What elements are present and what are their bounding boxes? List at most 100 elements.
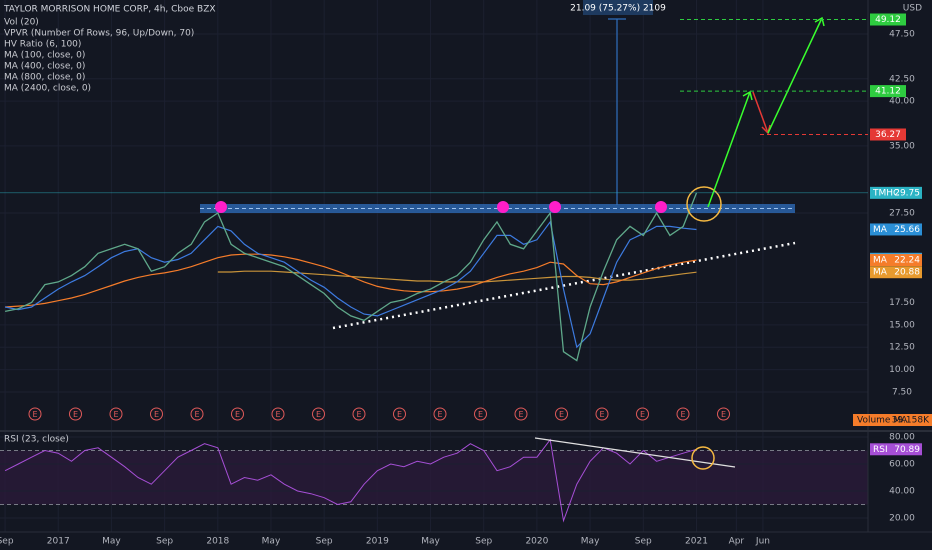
x-tick-label: 2018 bbox=[206, 537, 229, 547]
price-label-value: 22.24 bbox=[894, 256, 920, 266]
earnings-label: E bbox=[113, 410, 118, 419]
rsi-tick-label: 20.00 bbox=[889, 513, 915, 523]
price-label-box bbox=[870, 128, 906, 141]
price-label-value: 36.27 bbox=[875, 130, 901, 140]
earnings-marker bbox=[555, 407, 568, 421]
price-label-box bbox=[870, 186, 922, 199]
indicator: HV Ratio (6, 100) bbox=[4, 40, 81, 50]
x-tick-label: Apr bbox=[729, 537, 745, 547]
earnings-marker bbox=[352, 407, 366, 421]
earnings-label: E bbox=[235, 410, 240, 419]
earnings-marker bbox=[271, 407, 285, 421]
earnings-label: E bbox=[275, 410, 280, 419]
x-tick-label: Sep bbox=[0, 537, 14, 547]
earnings-marker bbox=[69, 407, 82, 421]
earnings-label: E bbox=[194, 410, 199, 419]
y-tick-label: 35.00 bbox=[889, 141, 915, 151]
rsi-tick-label: 60.00 bbox=[889, 459, 915, 469]
rsi-circle bbox=[691, 446, 715, 470]
support-line bbox=[332, 241, 796, 330]
touch-dot bbox=[549, 201, 561, 213]
price-label-box bbox=[870, 254, 922, 267]
earnings-marker bbox=[636, 407, 649, 421]
y-tick-label: 12.50 bbox=[889, 343, 915, 353]
earnings-marker bbox=[595, 407, 609, 421]
earnings-label: E bbox=[478, 410, 483, 419]
earnings-label: E bbox=[73, 410, 78, 419]
rsi-band bbox=[0, 450, 868, 505]
indicator: VPVR (Number Of Rows, 96, Up/Down, 70) bbox=[4, 29, 194, 39]
earnings-marker bbox=[433, 407, 447, 421]
volume-label-name: Volume MA bbox=[857, 416, 908, 426]
arrow-up bbox=[707, 91, 751, 208]
indicator: MA (2400, close, 0) bbox=[4, 84, 91, 94]
y-tick-label: 40.00 bbox=[889, 97, 915, 107]
legend: TAYLOR MORRISON HOME CORP, 4h, Cboe BZX … bbox=[3, 5, 216, 445]
price-label-value: 29.75 bbox=[894, 188, 920, 198]
rsi-line bbox=[4, 438, 697, 523]
earnings-label: E bbox=[437, 410, 442, 419]
x-tick-label: Sep bbox=[475, 537, 492, 547]
x-tick-label: 2019 bbox=[366, 537, 389, 547]
x-tick-label: 2021 bbox=[685, 537, 708, 547]
rsi-title: RSI (23, close) bbox=[4, 435, 69, 445]
earnings-label: E bbox=[680, 410, 685, 419]
x-tick-label: May bbox=[262, 537, 281, 547]
x-tick-label: May bbox=[421, 537, 440, 547]
touch-dot bbox=[497, 201, 509, 213]
x-tick-label: May bbox=[102, 537, 121, 547]
touch-dot bbox=[215, 201, 227, 213]
price-label-value: 41.12 bbox=[875, 87, 901, 97]
rsi-label-name: RSI bbox=[873, 445, 888, 455]
earnings-label: E bbox=[154, 410, 159, 419]
price-label-name: TMHC bbox=[872, 188, 899, 198]
touch-dot bbox=[655, 201, 667, 213]
arrow-down bbox=[752, 91, 769, 134]
price-label-box bbox=[870, 13, 906, 26]
price-label-value: 20.88 bbox=[894, 268, 920, 278]
x-tick-label: Sep bbox=[156, 537, 173, 547]
volume-label-value: 39.158K bbox=[892, 416, 930, 426]
arrow-up bbox=[767, 17, 823, 134]
ma-line bbox=[5, 253, 697, 308]
earnings-marker bbox=[676, 407, 690, 421]
earnings-marker bbox=[312, 407, 325, 421]
y-tick-label: 7.50 bbox=[892, 387, 912, 397]
earnings-marker bbox=[150, 407, 163, 421]
y-tick-label: 47.50 bbox=[889, 30, 915, 40]
arrow-head bbox=[814, 16, 825, 27]
y-tick-label: 42.50 bbox=[889, 74, 915, 84]
price-label-name: MA bbox=[873, 256, 888, 266]
earnings-marker bbox=[393, 407, 406, 421]
earnings-label: E bbox=[356, 410, 361, 419]
rsi-tick-label: 80.00 bbox=[889, 432, 915, 442]
earnings-label: E bbox=[640, 410, 645, 419]
earnings-label: E bbox=[397, 410, 402, 419]
volume-label-box bbox=[853, 414, 932, 426]
price-label-name: MA bbox=[873, 225, 888, 235]
x-tick-label: Jun bbox=[755, 537, 770, 547]
rsi-label-value: 70.89 bbox=[894, 445, 920, 455]
earnings-label: E bbox=[316, 410, 321, 419]
earnings-marker bbox=[717, 407, 730, 421]
plot bbox=[4, 192, 698, 523]
earnings-label: E bbox=[599, 410, 604, 419]
y-tick-label: 15.00 bbox=[889, 320, 915, 330]
earnings-label: E bbox=[721, 410, 726, 419]
y-tick-label: 17.50 bbox=[889, 298, 915, 308]
x-tick-label: 2017 bbox=[47, 537, 70, 547]
currency: USD bbox=[903, 4, 922, 14]
measure-label: 21.09 (75.27%) 2109 bbox=[570, 4, 666, 14]
price-label-value: 25.66 bbox=[894, 225, 920, 235]
breakout-circle bbox=[686, 186, 722, 222]
x-tick-label: May bbox=[581, 537, 600, 547]
earnings-marker bbox=[109, 407, 123, 421]
y-tick-label: 27.50 bbox=[889, 208, 915, 218]
price-label-name: MA bbox=[873, 268, 888, 278]
earnings-marker bbox=[474, 407, 487, 421]
price-line bbox=[4, 192, 698, 362]
rsi-tick-label: 40.00 bbox=[889, 486, 915, 496]
indicator: Vol (20) bbox=[4, 18, 39, 28]
price-label-box bbox=[870, 266, 922, 279]
